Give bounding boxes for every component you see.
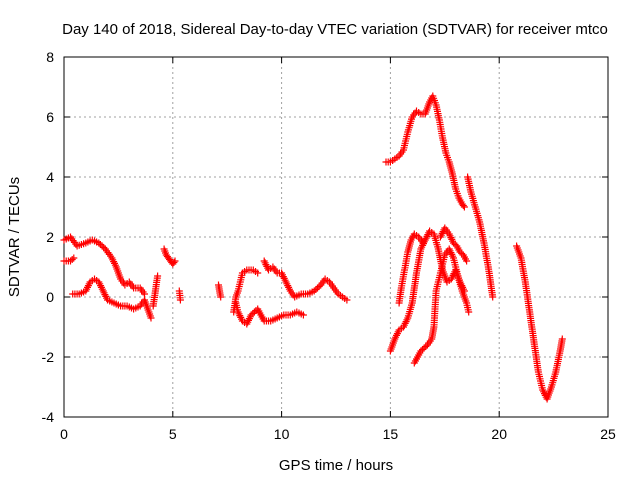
data-point xyxy=(465,308,473,316)
x-tick-label: 20 xyxy=(491,426,507,442)
chart-title: Day 140 of 2018, Sidereal Day-to-day VTE… xyxy=(62,21,608,38)
series-10 xyxy=(382,92,468,211)
data-point xyxy=(70,254,78,262)
data-point xyxy=(247,311,255,319)
data-point xyxy=(463,257,471,265)
data-point xyxy=(310,287,318,295)
series-5 xyxy=(175,287,184,304)
y-tick-label: -4 xyxy=(42,409,55,425)
data-point xyxy=(558,335,566,343)
data-point xyxy=(343,296,351,304)
x-tick-label: 0 xyxy=(60,426,68,442)
data-point xyxy=(315,283,323,290)
series-3 xyxy=(149,272,162,310)
data-point xyxy=(67,257,74,265)
data-point xyxy=(419,346,426,353)
data-point xyxy=(98,242,106,250)
y-tick-label: 0 xyxy=(46,289,54,305)
series-9 xyxy=(260,257,351,304)
x-tick-label: 25 xyxy=(600,426,616,442)
data-point xyxy=(456,248,464,256)
data-point xyxy=(171,257,179,265)
data-point xyxy=(147,314,155,322)
grid xyxy=(64,57,608,417)
data-point xyxy=(419,239,427,247)
y-tick-label: 6 xyxy=(46,109,54,125)
y-tick-labels: -4 -2 0 2 4 6 8 xyxy=(42,49,55,425)
data-point xyxy=(459,202,467,209)
data-points xyxy=(60,92,566,403)
x-tick-label: 10 xyxy=(274,426,290,442)
x-tick-label: 5 xyxy=(169,426,177,442)
data-point xyxy=(314,284,321,292)
data-point xyxy=(312,286,320,293)
data-point xyxy=(96,241,104,248)
y-tick-label: 2 xyxy=(46,229,54,245)
data-point xyxy=(489,293,497,301)
data-point xyxy=(68,256,76,263)
x-tick-labels: 0 5 10 15 20 25 xyxy=(60,426,616,442)
series-6 xyxy=(215,281,225,301)
data-point xyxy=(154,272,162,280)
data-point xyxy=(460,203,468,211)
series-1 xyxy=(60,254,78,265)
series-14 xyxy=(436,224,471,265)
data-point xyxy=(170,259,178,266)
data-point xyxy=(217,293,225,301)
y-tick-label: 8 xyxy=(46,49,54,65)
y-tick-label: 4 xyxy=(46,169,54,185)
data-point xyxy=(422,343,430,350)
series-16 xyxy=(513,242,566,403)
y-tick-label: -2 xyxy=(42,349,55,365)
series-15 xyxy=(464,173,497,301)
y-axis-label: SDTVAR / TECUs xyxy=(6,177,23,297)
data-point xyxy=(299,311,307,319)
series-4 xyxy=(160,245,179,268)
data-point xyxy=(420,344,428,352)
data-point xyxy=(417,347,425,355)
x-axis-label: GPS time / hours xyxy=(279,457,393,474)
data-point xyxy=(450,239,457,247)
series-8 xyxy=(232,299,307,328)
series-13 xyxy=(410,245,473,367)
data-point xyxy=(250,308,258,316)
data-point xyxy=(176,296,184,304)
data-point xyxy=(141,290,148,298)
data-point xyxy=(95,239,103,247)
series-0 xyxy=(60,233,148,298)
data-point xyxy=(249,310,257,317)
x-tick-label: 15 xyxy=(383,426,399,442)
series-12 xyxy=(395,230,427,307)
data-point xyxy=(254,269,262,277)
series-2 xyxy=(69,275,155,322)
